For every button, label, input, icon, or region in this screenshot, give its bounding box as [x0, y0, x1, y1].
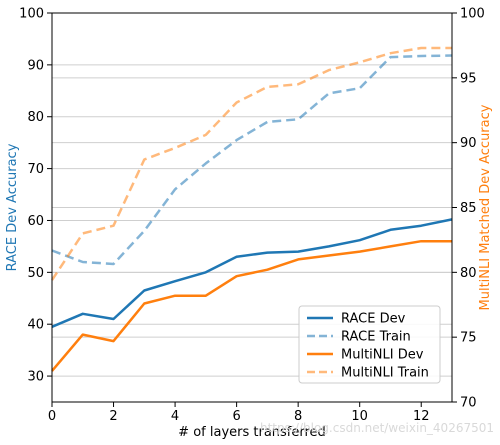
series-line-multinli-train [50, 46, 452, 281]
y-left-tick-label: 90 [27, 58, 44, 73]
x-tick-label: 2 [109, 409, 117, 424]
x-tick-label: 8 [294, 409, 302, 424]
y-right-tick-label: 80 [460, 266, 477, 281]
y-right-axis-label: MultiNLI Matched Dev Accuracy [478, 104, 493, 310]
y-right-tick-label: 70 [460, 396, 477, 411]
x-tick-label: 6 [232, 409, 240, 424]
x-axis-label: # of layers transferred [178, 425, 326, 440]
series-line-race-dev [51, 218, 453, 328]
y-left-tick-label: 70 [27, 162, 44, 177]
x-tick-label: 0 [48, 409, 56, 424]
y-left-tick-label: 30 [27, 370, 44, 385]
legend-label: RACE Dev [341, 312, 406, 327]
y-left-tick-label: 50 [27, 266, 44, 281]
y-right-tick-label: 90 [460, 136, 477, 151]
y-right-tick-label: 85 [460, 201, 477, 216]
y-left-axis-label: RACE Dev Accuracy [5, 143, 20, 271]
series-line-race-train [51, 54, 453, 266]
y-left-tick-label: 60 [27, 214, 44, 229]
legend-label: MultiNLI Train [341, 366, 429, 381]
y-right-tick-label: 95 [460, 71, 477, 86]
y-left-tick-label: 80 [27, 110, 44, 125]
series-line-multinli-dev [51, 239, 452, 372]
x-tick-label: 4 [171, 409, 179, 424]
legend-label: MultiNLI Dev [341, 348, 424, 363]
x-tick-label: 12 [413, 409, 430, 424]
y-right-tick-label: 100 [460, 7, 485, 22]
y-left-tick-label: 100 [19, 7, 44, 22]
watermark: https://blog.csdn.net/weixin_40267501 [259, 421, 494, 435]
y-left-tick-label: 40 [27, 318, 44, 333]
y-right-tick-label: 75 [460, 331, 477, 346]
x-tick-label: 10 [351, 409, 368, 424]
legend-box [298, 305, 441, 384]
legend-label: RACE Train [341, 330, 411, 345]
